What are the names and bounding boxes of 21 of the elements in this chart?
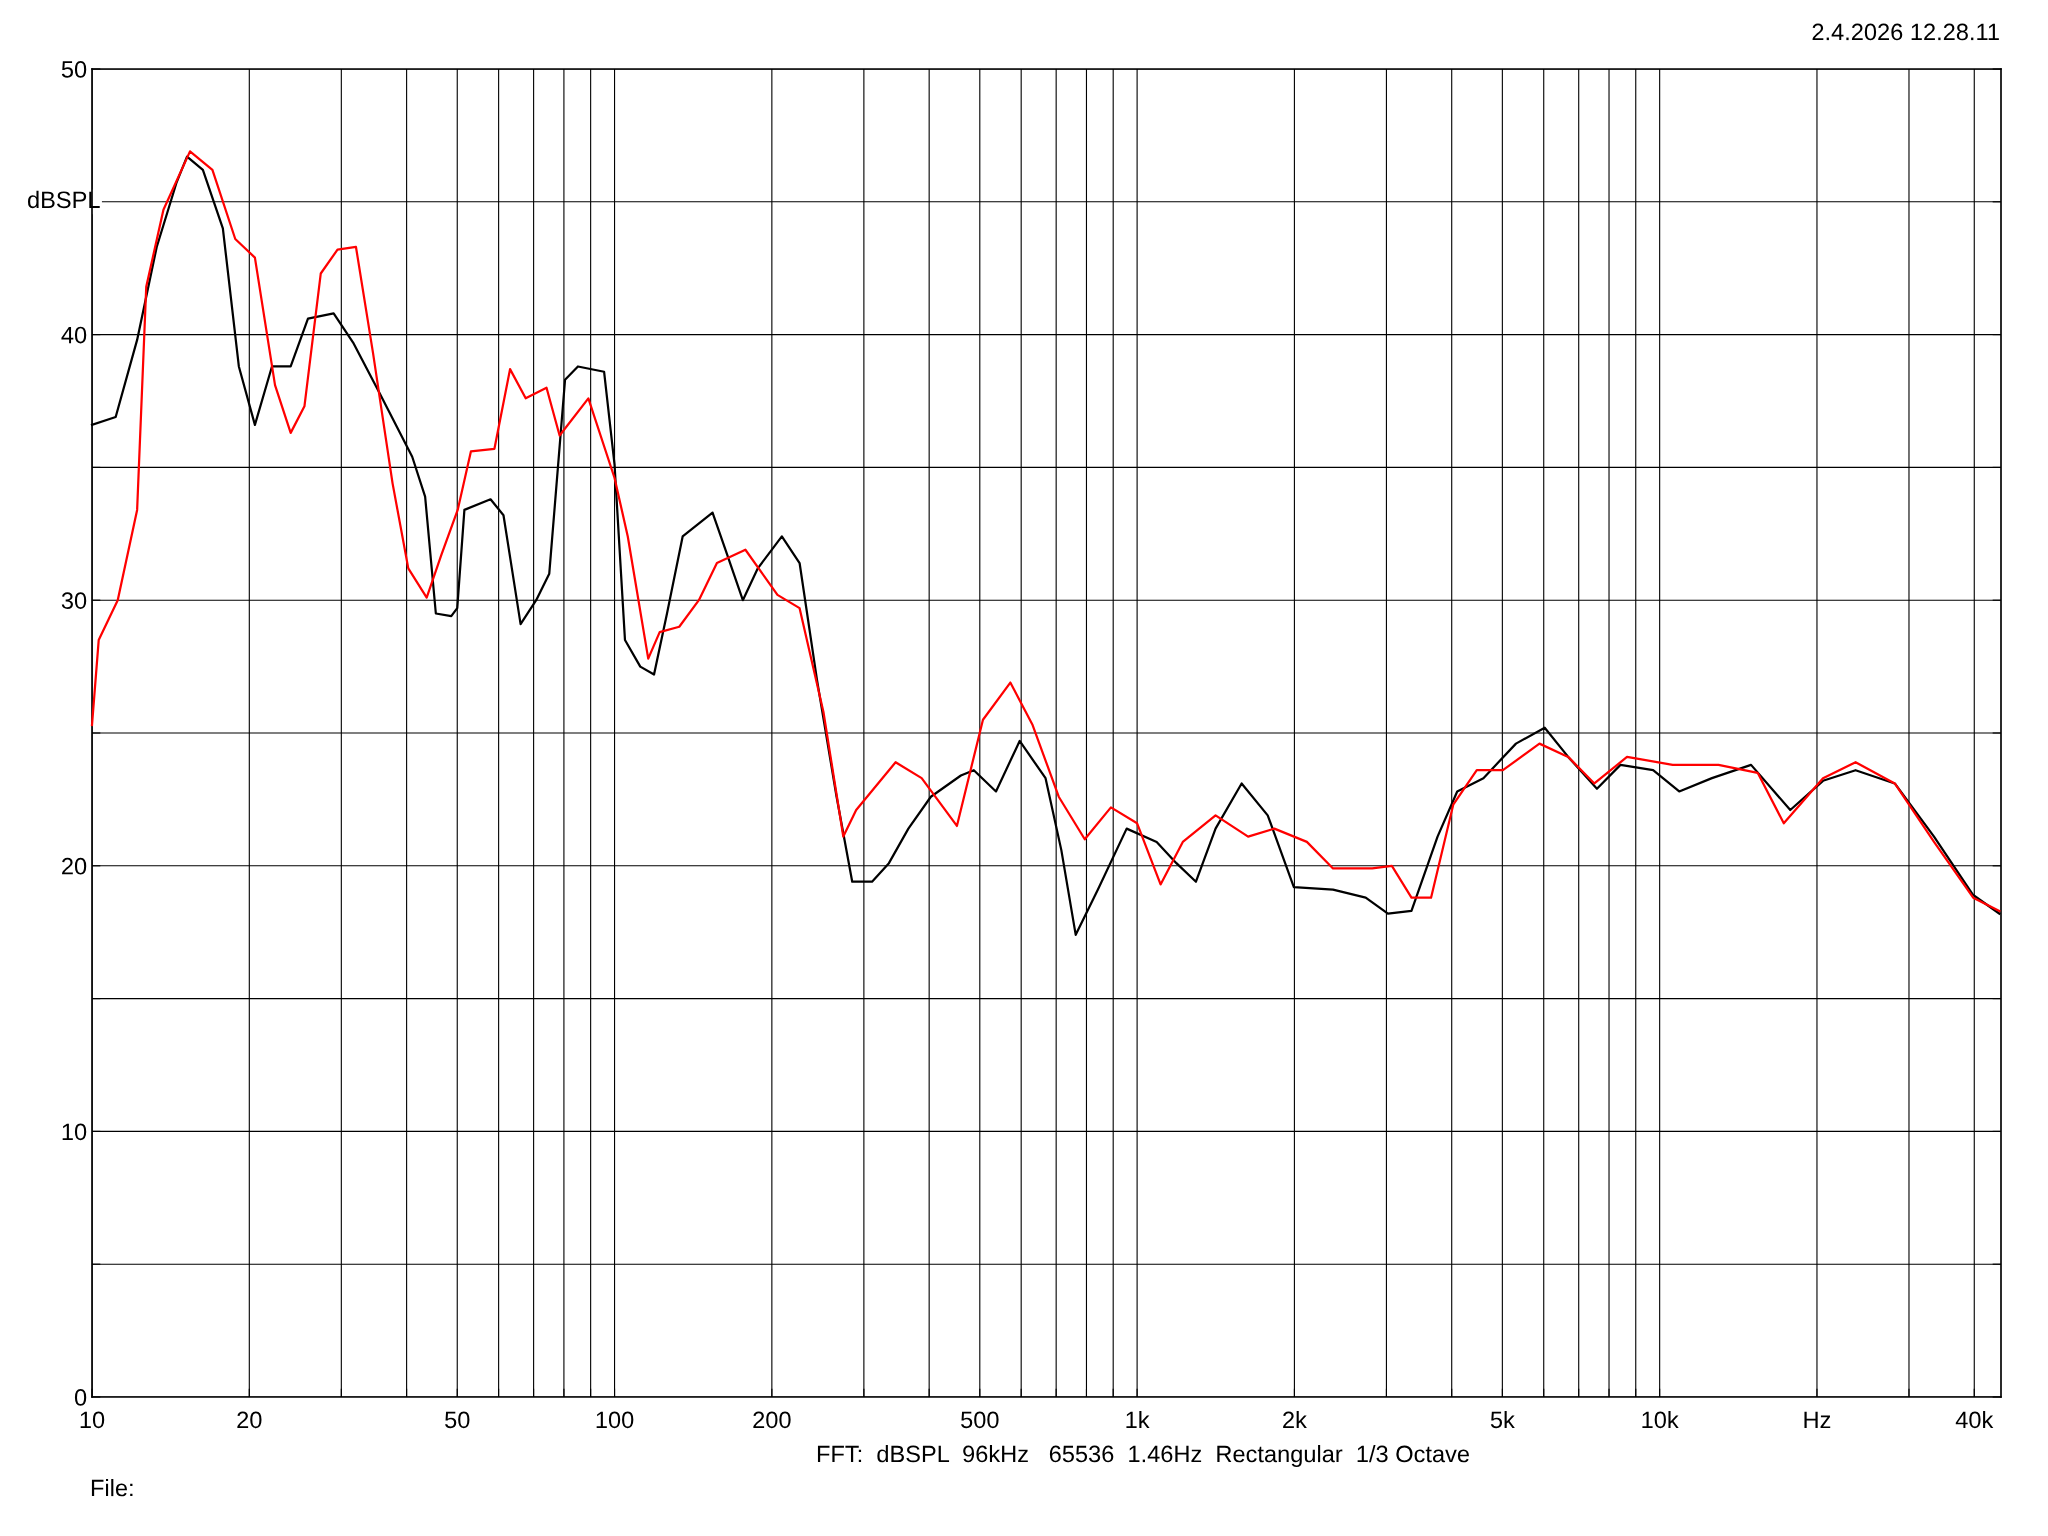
x-tick-label: 40k (1955, 1410, 1994, 1429)
x-tick-label: 10k (1642, 1410, 1679, 1429)
x-tick-label: 50 (445, 1411, 470, 1429)
y-tick-label: 20 (62, 857, 87, 875)
text: FFT: dBSPL 96kHz 65536 1.46Hz Rectangular 1/3 Octave (817, 1444, 1469, 1467)
y-tick-label: 10 (62, 1123, 87, 1141)
x-tick-label: 500 (961, 1411, 999, 1429)
y-tick-label: 30 (61, 592, 87, 609)
x-tick-label: 5k (1490, 1410, 1515, 1429)
x-tick-label: 100 (596, 1411, 634, 1429)
x-tick-label: 2k (1283, 1410, 1307, 1428)
x-tick-label: 10 (80, 1411, 105, 1429)
x-tick-label: 1k (1126, 1410, 1150, 1428)
x-tick-label: 20 (237, 1411, 262, 1429)
text: File: (91, 1478, 133, 1497)
y-tick-label: 40 (61, 326, 87, 344)
x-tick-label: Hz (1804, 1411, 1831, 1428)
x-tick-label: 200 (753, 1411, 791, 1429)
y-tick-label: 50 (61, 61, 87, 78)
y-tick-label: 0 (74, 1389, 87, 1406)
text: 2.4.2026 12.28.11 (1812, 23, 1999, 41)
